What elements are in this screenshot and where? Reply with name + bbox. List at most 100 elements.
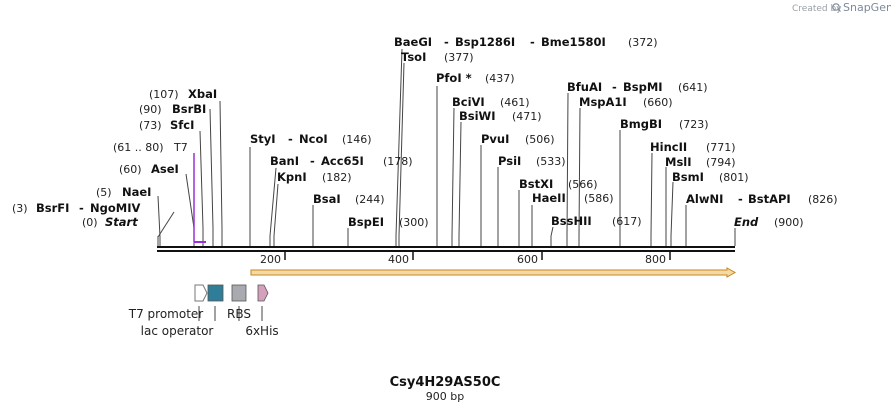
cut-line-bcivi [451, 107, 455, 246]
site-position: (5) [96, 186, 112, 199]
cut-line-bsshii [550, 226, 554, 246]
site-position: (73) [139, 119, 162, 132]
cut-line-baegi [395, 48, 403, 246]
site-end[interactable]: End (900) [734, 215, 804, 229]
site-bsrbi[interactable]: (90) BsrBI [139, 102, 206, 116]
enzyme-name: SfcI [170, 118, 194, 132]
site-position: (178) [383, 155, 413, 168]
site-kpni[interactable]: KpnI (182) [277, 170, 352, 184]
cut-line-bfuai [566, 92, 569, 246]
enzyme-name: BsiWI [459, 109, 496, 123]
enzyme-name: BsaI [313, 192, 341, 206]
tick-label-600: 600 [517, 253, 538, 266]
enzyme-name: BsmI [672, 170, 704, 184]
cut-line-xbai [219, 100, 223, 246]
cut-line-bani [269, 167, 277, 246]
separator-dash: - [612, 80, 617, 94]
6xhis-feature[interactable] [257, 284, 269, 302]
site-bani[interactable]: BanI - Acc65I (178) [270, 154, 413, 168]
site-position: (0) [82, 216, 98, 229]
enzyme-name: NaeI [122, 185, 151, 199]
enzyme-name: End [734, 215, 759, 229]
site-position: (801) [719, 171, 749, 184]
enzyme-name: AlwNI [686, 192, 723, 206]
enzyme-name: PfoI * [436, 71, 472, 85]
separator-dash: - [444, 35, 449, 49]
site-position: (826) [808, 193, 838, 206]
enzyme-name: BstAPI [748, 192, 791, 206]
site-bstxi[interactable]: BstXI (566) [519, 177, 598, 191]
site-position: (641) [678, 81, 708, 94]
feature-leader-lines [198, 306, 263, 321]
site-haeii[interactable]: HaeII (586) [532, 191, 614, 205]
snapgene-logo-icon [832, 3, 841, 12]
site-tsoi[interactable]: TsoI (377) [401, 50, 474, 64]
site-position: (60) [119, 163, 142, 176]
site-position: (300) [399, 216, 429, 229]
rbs-feature[interactable] [231, 284, 247, 302]
site-position: (3) [12, 202, 28, 215]
enzyme-name: BssHII [551, 214, 592, 228]
site-xbai[interactable]: (107) XbaI [149, 87, 217, 101]
site-position: (182) [322, 171, 352, 184]
site-bsrfi[interactable]: (3) BsrFI - NgoMIV [12, 201, 140, 215]
enzyme-name: TsoI [401, 50, 426, 64]
t7-promoter-feature[interactable] [194, 284, 208, 302]
site-position: (90) [139, 103, 162, 116]
site-position: (723) [679, 118, 709, 131]
t7-primer-label[interactable]: (61 .. 80) T7 [113, 141, 188, 154]
site-sfci[interactable]: (73) SfcI [139, 118, 194, 132]
site-msli[interactable]: MslI (794) [665, 155, 736, 169]
t7-primer[interactable] [193, 153, 206, 243]
site-bsiwi[interactable]: BsiWI (471) [459, 109, 542, 123]
enzyme-name: BciVI [452, 95, 485, 109]
enzyme-name: PvuI [481, 132, 509, 146]
cut-line-tsoi [398, 62, 405, 246]
enzyme-name: NcoI [299, 132, 328, 146]
site-bsmi[interactable]: BsmI (801) [672, 170, 749, 184]
site-pvui[interactable]: PvuI (506) [481, 132, 555, 146]
lac-operator-feature[interactable] [207, 284, 224, 302]
6xhis-label: 6xHis [245, 324, 278, 338]
cut-line-asei [185, 173, 195, 246]
site-bsshii[interactable]: BssHII (617) [551, 214, 642, 228]
dna-backbone [157, 246, 735, 252]
site-start[interactable]: (0) Start [82, 215, 138, 229]
site-bcivi[interactable]: BciVI (461) [452, 95, 530, 109]
site-pfoi[interactable]: PfoI * (437) [436, 71, 515, 85]
brand-prefix: Created by [792, 4, 842, 14]
site-position: (771) [706, 141, 736, 154]
site-hincii[interactable]: HincII (771) [650, 140, 736, 154]
enzyme-name: AseI [151, 162, 179, 176]
enzyme-name: Acc65I [321, 154, 364, 168]
site-position: (471) [512, 110, 542, 123]
site-bfuai[interactable]: BfuAI - BspMI (641) [567, 80, 708, 94]
site-position: (660) [643, 96, 673, 109]
cut-line-bsrbi [209, 108, 214, 246]
enzyme-name: BsrFI [36, 201, 69, 215]
separator-dash: - [310, 154, 315, 168]
site-styi[interactable]: StyI - NcoI (146) [250, 132, 372, 146]
orf-arrow[interactable] [250, 267, 737, 278]
site-psii[interactable]: PsiI (533) [498, 154, 566, 168]
separator-dash: - [79, 201, 84, 215]
site-position: (586) [584, 192, 614, 205]
site-asei[interactable]: (60) AseI [119, 162, 179, 176]
enzyme-name: NgoMIV [90, 201, 140, 215]
site-baegi[interactable]: BaeGI - Bsp1286I - Bme1580I (372) [394, 35, 658, 49]
enzyme-name: BsrBI [172, 102, 206, 116]
site-bmgbi[interactable]: BmgBI (723) [620, 117, 709, 131]
site-alwni[interactable]: AlwNI - BstAPI (826) [686, 192, 838, 206]
enzyme-name: BspMI [623, 80, 663, 94]
site-bsai[interactable]: BsaI (244) [313, 192, 385, 206]
rbs-label: RBS [227, 307, 251, 321]
ruler-ticks [284, 252, 671, 260]
site-position: (244) [355, 193, 385, 206]
enzyme-name: Bme1580I [541, 35, 606, 49]
enzyme-name: BspEI [348, 215, 384, 229]
site-naei[interactable]: (5) NaeI [96, 185, 151, 199]
site-bspei[interactable]: BspEI (300) [348, 215, 429, 229]
separator-dash: - [738, 192, 743, 206]
site-mspa1i[interactable]: MspA1I (660) [579, 95, 673, 109]
enzyme-name: BstXI [519, 177, 553, 191]
